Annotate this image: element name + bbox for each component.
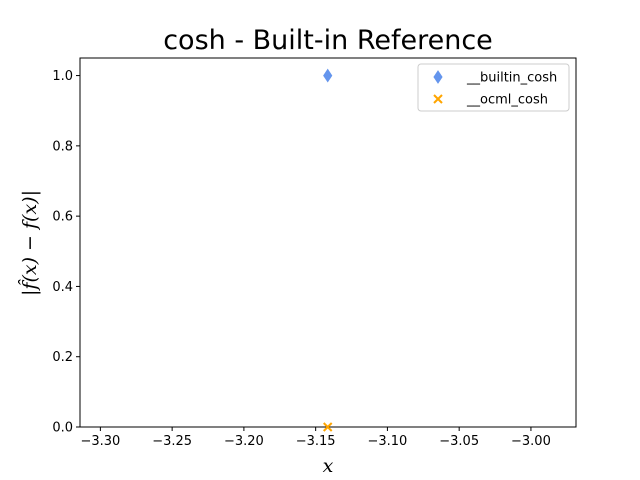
- y-tick-label: 0.6: [52, 210, 73, 225]
- y-tick-label: 0.4: [52, 280, 73, 295]
- x-tick-label: −3.10: [367, 434, 407, 449]
- x-tick-label: −3.20: [224, 434, 264, 449]
- y-axis: 0.0 0.2 0.4 0.6 0.8 1.0: [52, 69, 80, 436]
- y-tick-label: 0.0: [52, 421, 73, 436]
- legend-entry: __builtin_cosh: [466, 71, 557, 86]
- x-tick-label: −3.05: [439, 434, 479, 449]
- y-tick-label: 1.0: [52, 69, 73, 84]
- legend-entry: __ocml_cosh: [466, 93, 548, 108]
- y-tick-label: 0.8: [52, 139, 73, 154]
- x-axis: −3.30 −3.25 −3.20 −3.15 −3.10 −3.05 −3.00: [80, 427, 551, 449]
- y-axis-label: |f̂(x) − f(x)|: [18, 190, 41, 296]
- chart-title: cosh - Built-in Reference: [163, 25, 493, 56]
- plot-area: [79, 57, 577, 428]
- x-tick-label: −3.30: [80, 434, 120, 449]
- legend-marker: [433, 70, 443, 84]
- x-tick-label: −3.15: [296, 434, 336, 449]
- y-tick-label: 0.2: [52, 350, 73, 365]
- x-tick-label: −3.25: [152, 434, 192, 449]
- legend: __builtin_cosh __ocml_cosh: [417, 63, 570, 112]
- legend-box: [417, 63, 570, 112]
- data-points: [323, 68, 333, 432]
- x-axis-label: x: [323, 455, 334, 477]
- data-point: [323, 68, 333, 83]
- data-point: [323, 422, 333, 432]
- legend-marker: [433, 94, 443, 104]
- x-tick-label: −3.00: [511, 434, 551, 449]
